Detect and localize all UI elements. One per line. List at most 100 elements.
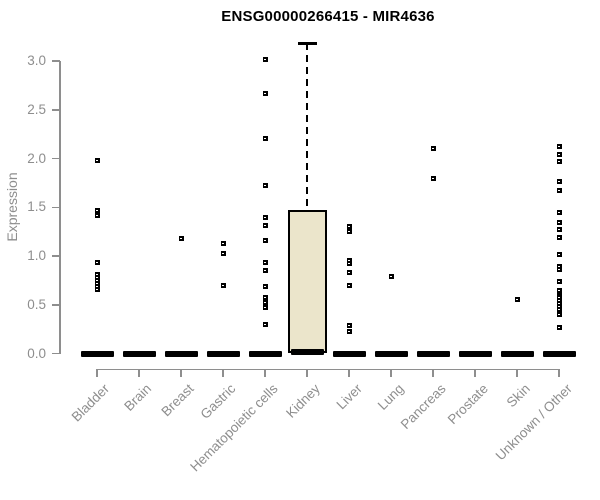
data-point: [556, 188, 562, 194]
data-point: [94, 207, 100, 213]
data-point: [346, 261, 352, 267]
y-axis-tick: [52, 206, 60, 208]
data-point: [556, 307, 562, 313]
y-axis-tick: [52, 157, 60, 160]
data-point: [262, 305, 268, 311]
x-tick-label: Brain: [121, 381, 155, 414]
data-point: [556, 312, 562, 317]
data-point: [262, 223, 268, 229]
x-axis-tick: [222, 369, 224, 377]
data-point: [556, 179, 562, 185]
data-point: [346, 322, 352, 328]
data-point: [94, 274, 100, 280]
data-point: [94, 272, 100, 278]
x-tick-label: Lung: [374, 381, 407, 413]
x-axis-tick: [96, 369, 98, 377]
y-tick-label: 0.0: [27, 345, 46, 361]
median-bar: [122, 350, 156, 357]
data-point: [262, 268, 268, 274]
x-tick-label: Prostate: [444, 381, 491, 428]
x-tick-label: Skin: [503, 381, 533, 411]
data-point: [556, 298, 562, 304]
median-bar: [206, 350, 240, 357]
data-point: [556, 301, 562, 307]
data-point: [346, 282, 352, 288]
y-tick-label: 1.0: [27, 248, 46, 263]
median-bar: [542, 350, 576, 357]
data-point: [220, 250, 226, 256]
median-bar: [500, 350, 534, 357]
data-point: [556, 278, 562, 284]
y-tick-label: 2.0: [27, 150, 46, 166]
data-point: [220, 240, 226, 246]
data-point: [556, 264, 562, 270]
median-bar: [164, 350, 198, 357]
x-axis-tick: [432, 369, 434, 377]
data-point: [94, 157, 100, 163]
y-tick-label: 1.5: [27, 199, 46, 215]
data-point: [262, 183, 268, 189]
data-point: [346, 270, 352, 276]
data-point: [262, 283, 268, 289]
median-bar: [332, 350, 366, 357]
data-point: [94, 286, 100, 292]
y-axis-tick: [52, 109, 60, 111]
data-point: [430, 146, 436, 152]
x-tick-label: Unknown / Other: [492, 381, 575, 464]
median-bar: [248, 350, 282, 357]
x-axis-tick: [306, 369, 308, 377]
box-whisker: [306, 43, 308, 211]
median-bar: [458, 350, 492, 357]
x-tick-label: Breast: [158, 381, 197, 420]
x-tick-label: Pancreas: [397, 381, 449, 432]
data-point: [262, 90, 268, 96]
x-tick-label: Kidney: [282, 381, 323, 421]
x-axis-tick: [558, 369, 560, 377]
data-point: [178, 235, 184, 241]
data-point: [262, 215, 268, 221]
y-tick-label: 3.0: [27, 53, 46, 68]
data-point: [556, 209, 562, 215]
data-point: [94, 277, 100, 283]
y-axis-tick: [52, 304, 60, 306]
data-point: [94, 260, 100, 266]
data-point: [262, 135, 268, 141]
data-point: [556, 287, 562, 293]
data-point: [94, 280, 100, 286]
data-point: [556, 152, 562, 158]
data-point: [346, 258, 352, 264]
data-point: [346, 224, 352, 230]
data-point: [430, 176, 436, 182]
data-point: [262, 260, 268, 266]
x-axis-tick: [348, 369, 350, 377]
x-tick-label: Gastric: [197, 381, 239, 422]
data-point: [556, 144, 562, 150]
median-bar: [416, 350, 450, 357]
y-tick-label: 0.5: [27, 296, 46, 312]
data-point: [556, 158, 562, 164]
data-point: [94, 212, 100, 218]
data-point: [556, 290, 562, 296]
x-axis-tick: [474, 369, 476, 377]
data-point: [262, 300, 268, 306]
x-axis-tick: [180, 369, 182, 377]
data-point: [262, 237, 268, 243]
x-axis-tick: [264, 369, 266, 377]
data-point: [94, 283, 100, 289]
x-axis-tick: [138, 369, 140, 377]
median-bar: [80, 350, 114, 357]
data-point: [388, 273, 394, 279]
y-axis-tick: [52, 352, 60, 355]
median-bar: [290, 348, 324, 355]
whisker-cap: [297, 41, 317, 45]
x-axis-line: [97, 368, 560, 370]
data-point: [514, 297, 520, 303]
x-axis-tick: [516, 369, 518, 377]
x-axis-tick: [390, 369, 392, 377]
data-point: [556, 234, 562, 240]
x-tick-label: Bladder: [69, 381, 113, 425]
data-point: [556, 295, 562, 301]
data-point: [346, 328, 352, 334]
data-point: [556, 324, 562, 330]
